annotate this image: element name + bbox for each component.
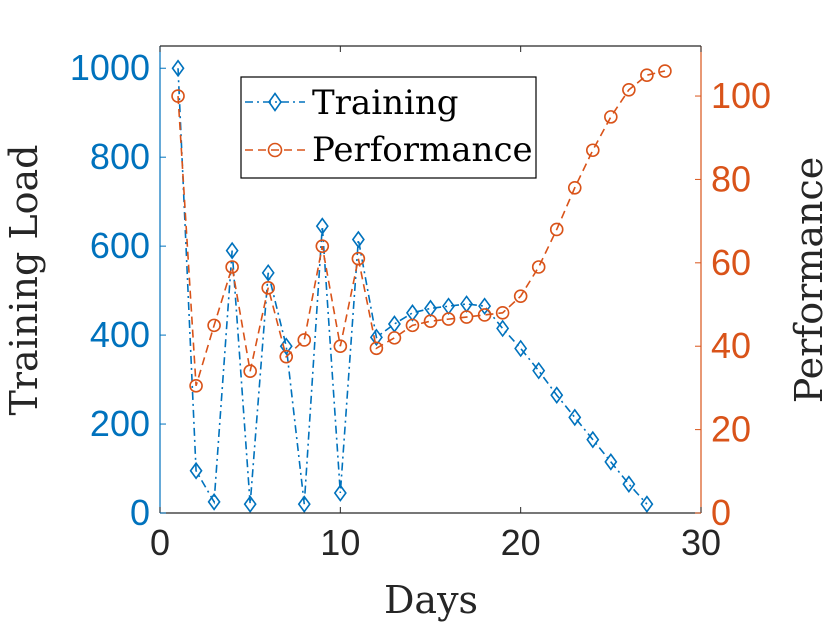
training-point xyxy=(315,217,329,235)
training-point xyxy=(405,304,419,322)
performance-point xyxy=(369,341,384,356)
y-tick-label-left: 800 xyxy=(90,136,150,177)
performance-point xyxy=(243,364,257,379)
x-tick-label: 0 xyxy=(150,522,170,563)
performance-point xyxy=(658,64,672,78)
training-point xyxy=(171,59,185,78)
y-tick-label-right: 60 xyxy=(711,242,751,283)
y-tick-label-right: 20 xyxy=(711,409,751,450)
performance-point xyxy=(585,143,600,158)
y-tick-label-left: 1000 xyxy=(70,47,150,88)
x-tick-label: 10 xyxy=(320,522,360,563)
y-tick-label-left: 200 xyxy=(90,403,150,444)
y-axis-label-right: Performance xyxy=(787,157,831,404)
y-tick-label-right: 80 xyxy=(711,158,751,199)
performance-point xyxy=(225,260,239,274)
legend-performance-marker xyxy=(267,142,283,158)
legend: Training Performance xyxy=(240,76,537,179)
performance-point xyxy=(351,251,366,266)
y-tick-label-right: 0 xyxy=(711,492,731,533)
training-point xyxy=(351,230,365,249)
performance-point xyxy=(405,318,420,333)
performance-point xyxy=(495,306,510,320)
y-tick-label-right: 100 xyxy=(711,75,771,116)
performance-series-line xyxy=(177,70,666,387)
training-point xyxy=(333,484,347,502)
performance-point xyxy=(279,349,294,364)
legend-training-label: Training xyxy=(312,83,459,123)
y-tick-label-left: 600 xyxy=(90,225,150,266)
x-axis-label: Days xyxy=(384,578,478,622)
y-axis-label-left: Training Load xyxy=(2,145,46,416)
x-tick-label: 30 xyxy=(681,522,721,563)
performance-point xyxy=(441,312,456,326)
performance-point xyxy=(640,68,654,82)
performance-point xyxy=(459,310,474,324)
training-point xyxy=(622,475,636,493)
training-point xyxy=(369,328,383,347)
y-tick-label-left: 0 xyxy=(130,492,150,533)
training-point xyxy=(261,263,275,282)
training-point xyxy=(586,430,600,449)
training-point xyxy=(514,339,528,358)
training-point xyxy=(478,297,492,316)
performance-point xyxy=(477,308,492,322)
performance-point xyxy=(513,289,528,303)
training-point xyxy=(243,495,257,513)
training-point xyxy=(532,361,546,380)
performance-point xyxy=(207,318,221,333)
x-tick-label: 20 xyxy=(501,522,541,563)
performance-point xyxy=(189,379,203,393)
training-series-line xyxy=(177,68,648,505)
performance-point xyxy=(171,89,185,103)
legend-box xyxy=(240,76,537,179)
training-point xyxy=(496,319,510,338)
performance-point xyxy=(567,180,582,195)
performance-point xyxy=(531,260,546,274)
training-point xyxy=(640,495,654,513)
performance-point xyxy=(261,281,276,295)
performance-point xyxy=(387,331,402,345)
y-tick-label-left: 400 xyxy=(90,314,150,355)
training-point xyxy=(387,315,401,333)
performance-point xyxy=(315,239,330,253)
performance-point xyxy=(622,82,636,97)
legend-performance-label: Performance xyxy=(312,130,533,170)
performance-point xyxy=(423,314,438,328)
training-point xyxy=(568,408,582,427)
training-point xyxy=(207,493,221,511)
training-point xyxy=(604,452,618,471)
performance-point xyxy=(297,333,312,347)
performance-point xyxy=(333,339,348,354)
performance-point xyxy=(604,110,618,124)
performance-point xyxy=(549,222,564,237)
y-tick-label-right: 40 xyxy=(711,325,751,366)
training-point xyxy=(225,241,239,260)
training-point xyxy=(550,386,564,404)
legend-training-marker xyxy=(268,92,282,112)
training-point xyxy=(189,461,203,480)
training-point xyxy=(297,495,311,513)
